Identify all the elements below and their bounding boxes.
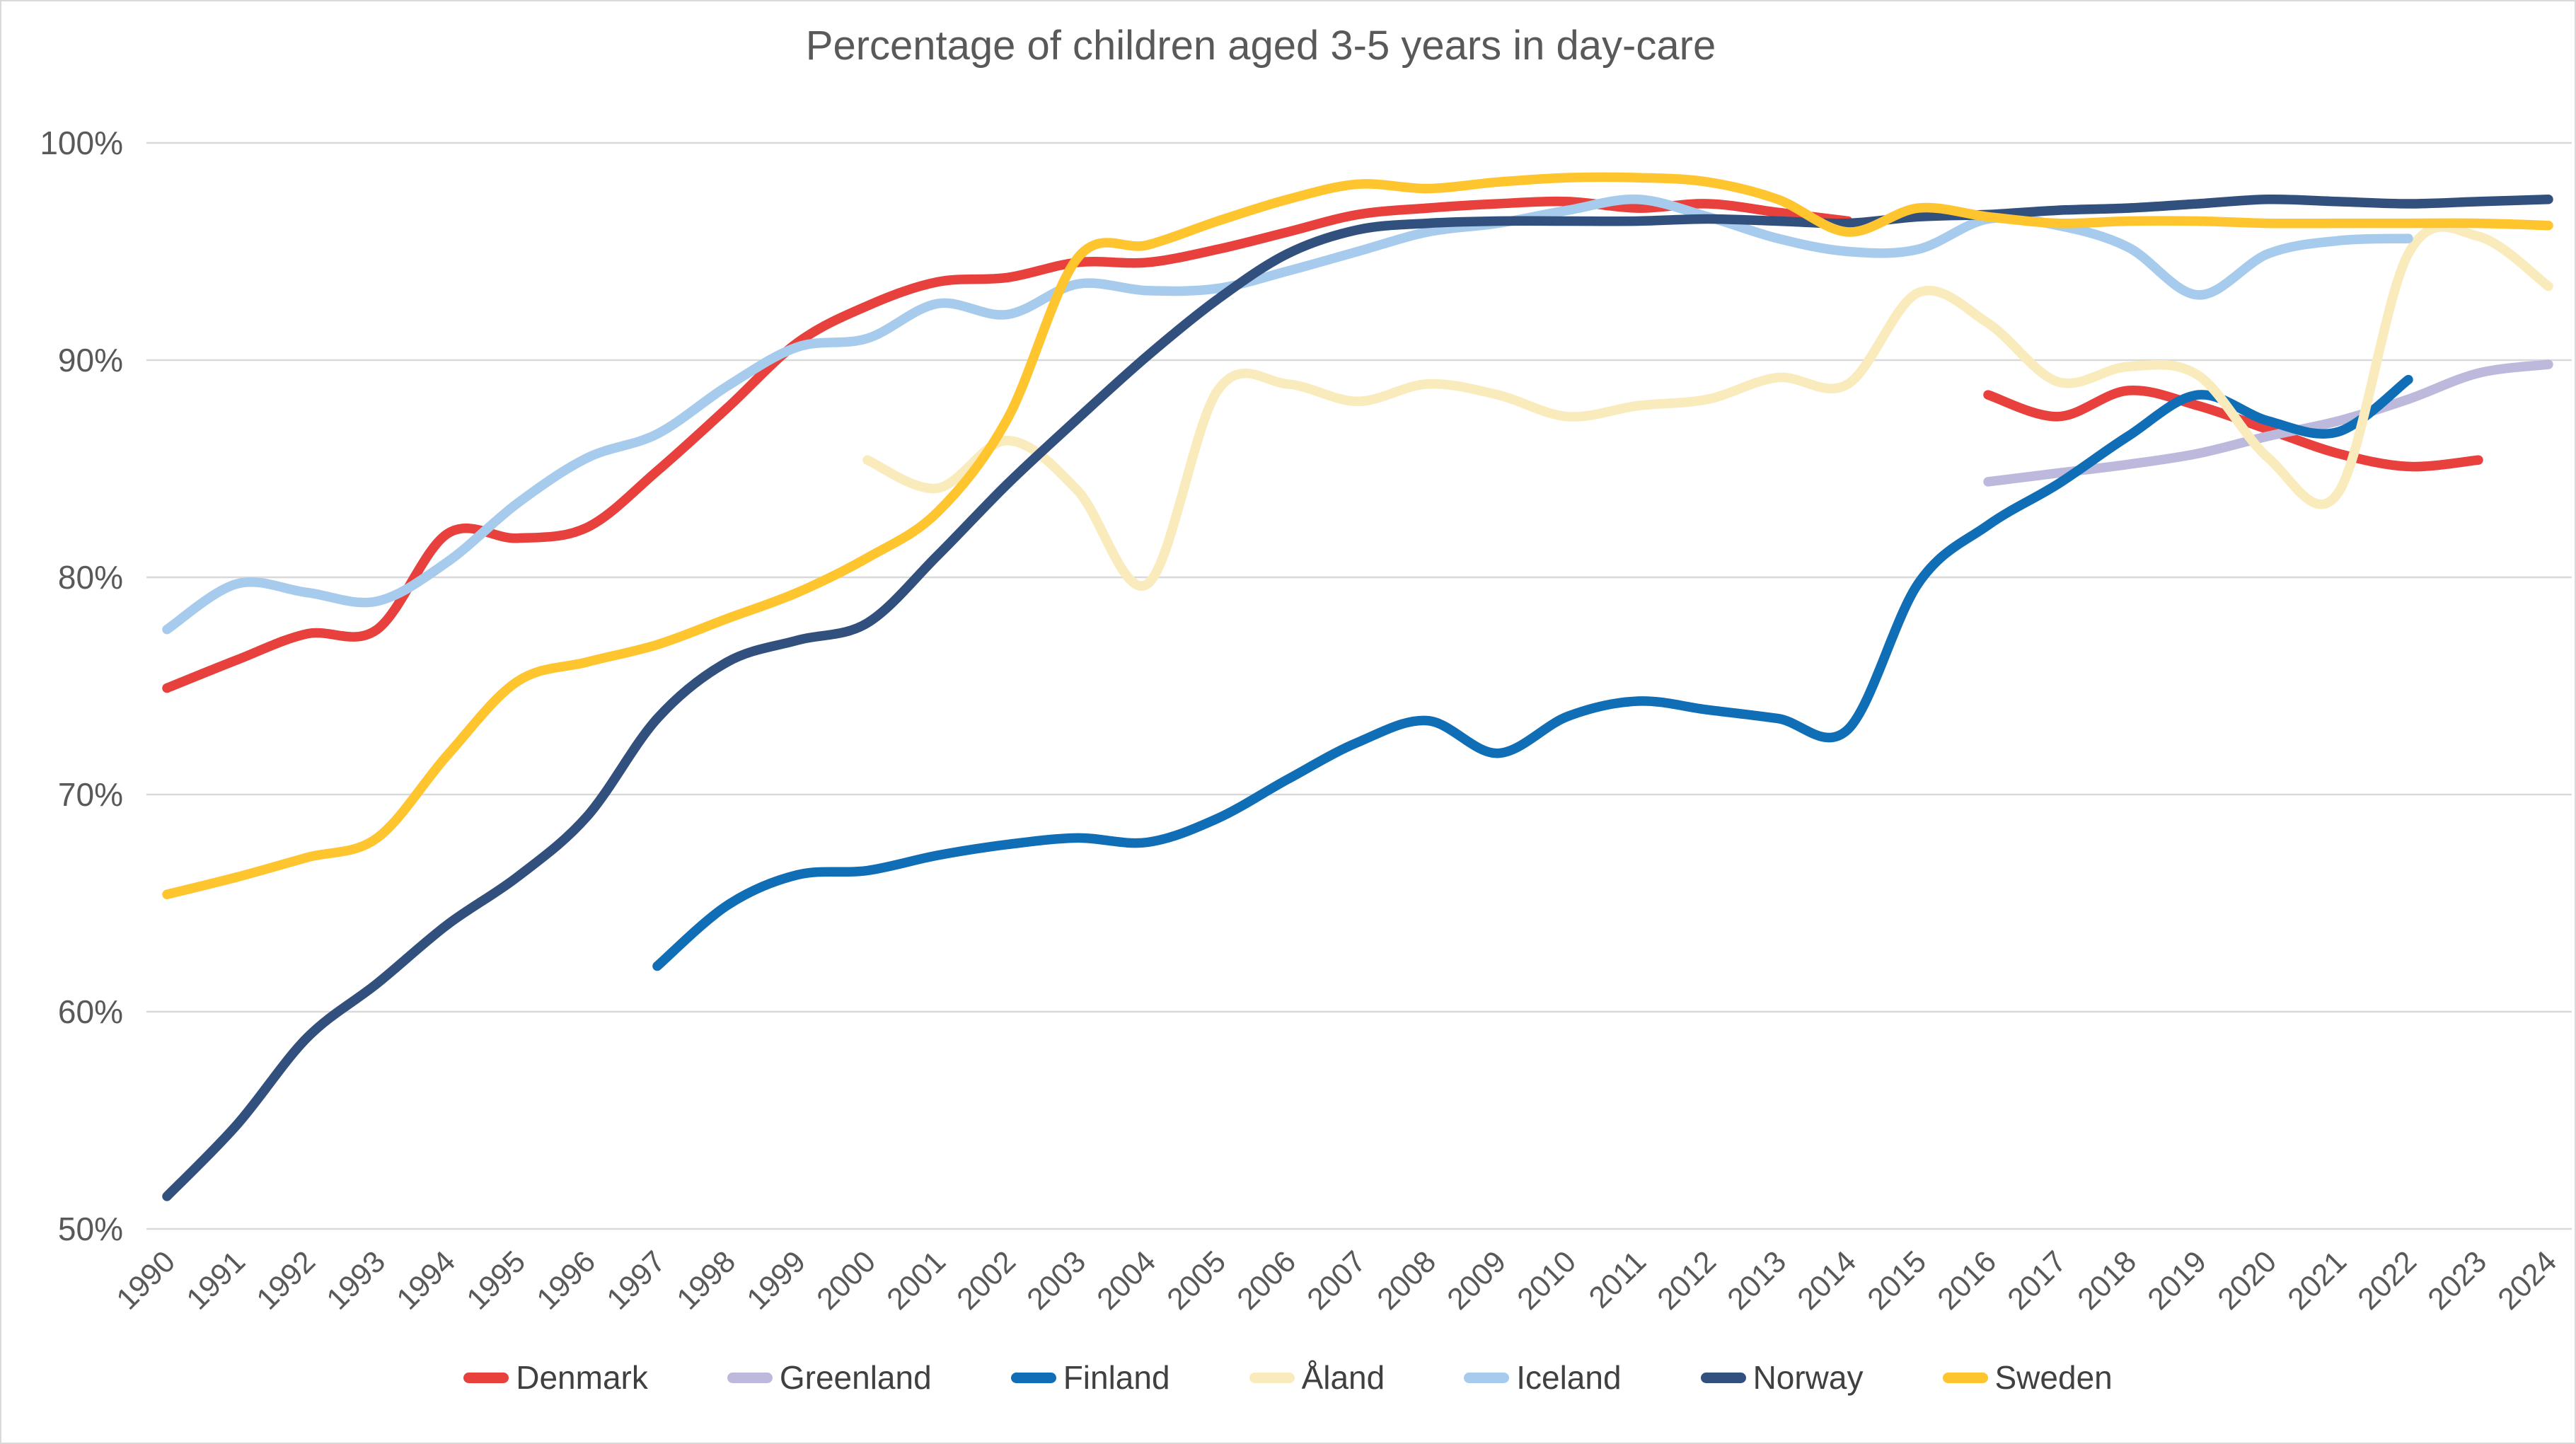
x-tick-label-1994: 1994 bbox=[390, 1244, 462, 1317]
chart-title: Percentage of children aged 3-5 years in… bbox=[806, 23, 1716, 69]
legend-item-finland: Finland bbox=[1010, 1358, 1170, 1397]
legend-swatch-finland bbox=[1010, 1372, 1056, 1383]
x-tick-label-2020: 2020 bbox=[2211, 1244, 2283, 1317]
legend-swatch-greenland bbox=[727, 1372, 773, 1383]
legend-swatch-åland bbox=[1249, 1372, 1295, 1383]
legend-label-iceland: Iceland bbox=[1516, 1359, 1622, 1396]
x-tick-label-2002: 2002 bbox=[950, 1244, 1022, 1317]
x-tick-label-2018: 2018 bbox=[2071, 1244, 2143, 1317]
legend-label-sweden: Sweden bbox=[1994, 1359, 2113, 1396]
x-tick-label-1990: 1990 bbox=[110, 1244, 182, 1317]
x-tick-label-2008: 2008 bbox=[1370, 1244, 1443, 1317]
x-tick-label-2024: 2024 bbox=[2491, 1244, 2563, 1317]
x-tick-label-1992: 1992 bbox=[250, 1244, 322, 1317]
x-tick-label-2015: 2015 bbox=[1861, 1244, 1933, 1317]
series-lines bbox=[162, 172, 2553, 1201]
legend-item-norway: Norway bbox=[1700, 1358, 1864, 1397]
series-line-åland bbox=[862, 222, 2553, 591]
y-tick-label-90: 90% bbox=[58, 342, 123, 379]
x-tick-label-2011: 2011 bbox=[1583, 1244, 1653, 1315]
y-tick-label-60: 60% bbox=[58, 993, 123, 1030]
x-tick-label-1997: 1997 bbox=[600, 1244, 672, 1317]
legend-item-greenland: Greenland bbox=[727, 1358, 932, 1397]
x-tick-label-2009: 2009 bbox=[1440, 1244, 1513, 1317]
x-tick-label-1995: 1995 bbox=[460, 1244, 532, 1317]
x-tick-label-2017: 2017 bbox=[2001, 1244, 2073, 1317]
x-tick-label-2004: 2004 bbox=[1090, 1244, 1162, 1317]
y-tick-label-50: 50% bbox=[58, 1211, 123, 1247]
x-tick-label-1991: 1991 bbox=[180, 1244, 252, 1317]
legend-label-greenland: Greenland bbox=[779, 1359, 932, 1396]
gridlines bbox=[146, 141, 2572, 1230]
x-tick-label-2016: 2016 bbox=[1931, 1244, 2003, 1317]
x-tick-label-2000: 2000 bbox=[810, 1244, 882, 1317]
x-tick-label-1996: 1996 bbox=[530, 1244, 602, 1317]
series-line-norway bbox=[162, 194, 2553, 1201]
legend-label-norway: Norway bbox=[1752, 1359, 1864, 1396]
x-tick-label-2013: 2013 bbox=[1721, 1244, 1793, 1317]
series-line-denmark-1 bbox=[162, 196, 1853, 693]
y-tick-label-80: 80% bbox=[58, 559, 123, 596]
legend-label-denmark: Denmark bbox=[516, 1359, 648, 1396]
legend-swatch-sweden bbox=[1942, 1372, 1988, 1383]
x-tick-label-2012: 2012 bbox=[1651, 1244, 1723, 1317]
x-tick-label-2023: 2023 bbox=[2421, 1244, 2493, 1317]
x-tick-label-2006: 2006 bbox=[1230, 1244, 1303, 1317]
chart-legend: Denmark Greenland Finland Åland Iceland Norwa… bbox=[1, 1358, 2575, 1397]
legend-item-sweden: Sweden bbox=[1942, 1358, 2113, 1397]
x-tick-label-1999: 1999 bbox=[740, 1244, 812, 1317]
legend-item-åland: Åland bbox=[1249, 1358, 1385, 1397]
legend-item-denmark: Denmark bbox=[463, 1358, 648, 1397]
x-tick-label-2005: 2005 bbox=[1160, 1244, 1232, 1317]
legend-swatch-iceland bbox=[1464, 1372, 1510, 1383]
x-tick-label-2001: 2001 bbox=[880, 1244, 952, 1317]
x-tick-label-2007: 2007 bbox=[1300, 1244, 1373, 1317]
x-tick-label-1993: 1993 bbox=[320, 1244, 392, 1317]
x-tick-label-2014: 2014 bbox=[1791, 1244, 1863, 1317]
y-tick-label-100: 100% bbox=[40, 125, 123, 161]
legend-label-finland: Finland bbox=[1063, 1359, 1170, 1396]
x-tick-label-2010: 2010 bbox=[1511, 1244, 1583, 1317]
legend-swatch-norway bbox=[1700, 1372, 1746, 1383]
legend-item-iceland: Iceland bbox=[1464, 1358, 1622, 1397]
x-tick-label-2003: 2003 bbox=[1020, 1244, 1092, 1317]
y-axis-labels: 50% 60% 70% 80% 90% 100% bbox=[40, 125, 123, 1247]
y-tick-label-70: 70% bbox=[58, 776, 123, 813]
series-line-sweden bbox=[162, 172, 2553, 899]
x-axis-labels: 1990199119921993199419951996199719981999… bbox=[110, 1244, 2563, 1317]
x-tick-label-2021: 2021 bbox=[2281, 1244, 2353, 1317]
x-tick-label-2022: 2022 bbox=[2351, 1244, 2423, 1317]
legend-swatch-denmark bbox=[463, 1372, 509, 1383]
legend-label-åland: Åland bbox=[1301, 1359, 1385, 1396]
x-tick-label-2019: 2019 bbox=[2141, 1244, 2213, 1317]
series-line-finland bbox=[652, 374, 2413, 971]
x-tick-label-1998: 1998 bbox=[670, 1244, 742, 1317]
